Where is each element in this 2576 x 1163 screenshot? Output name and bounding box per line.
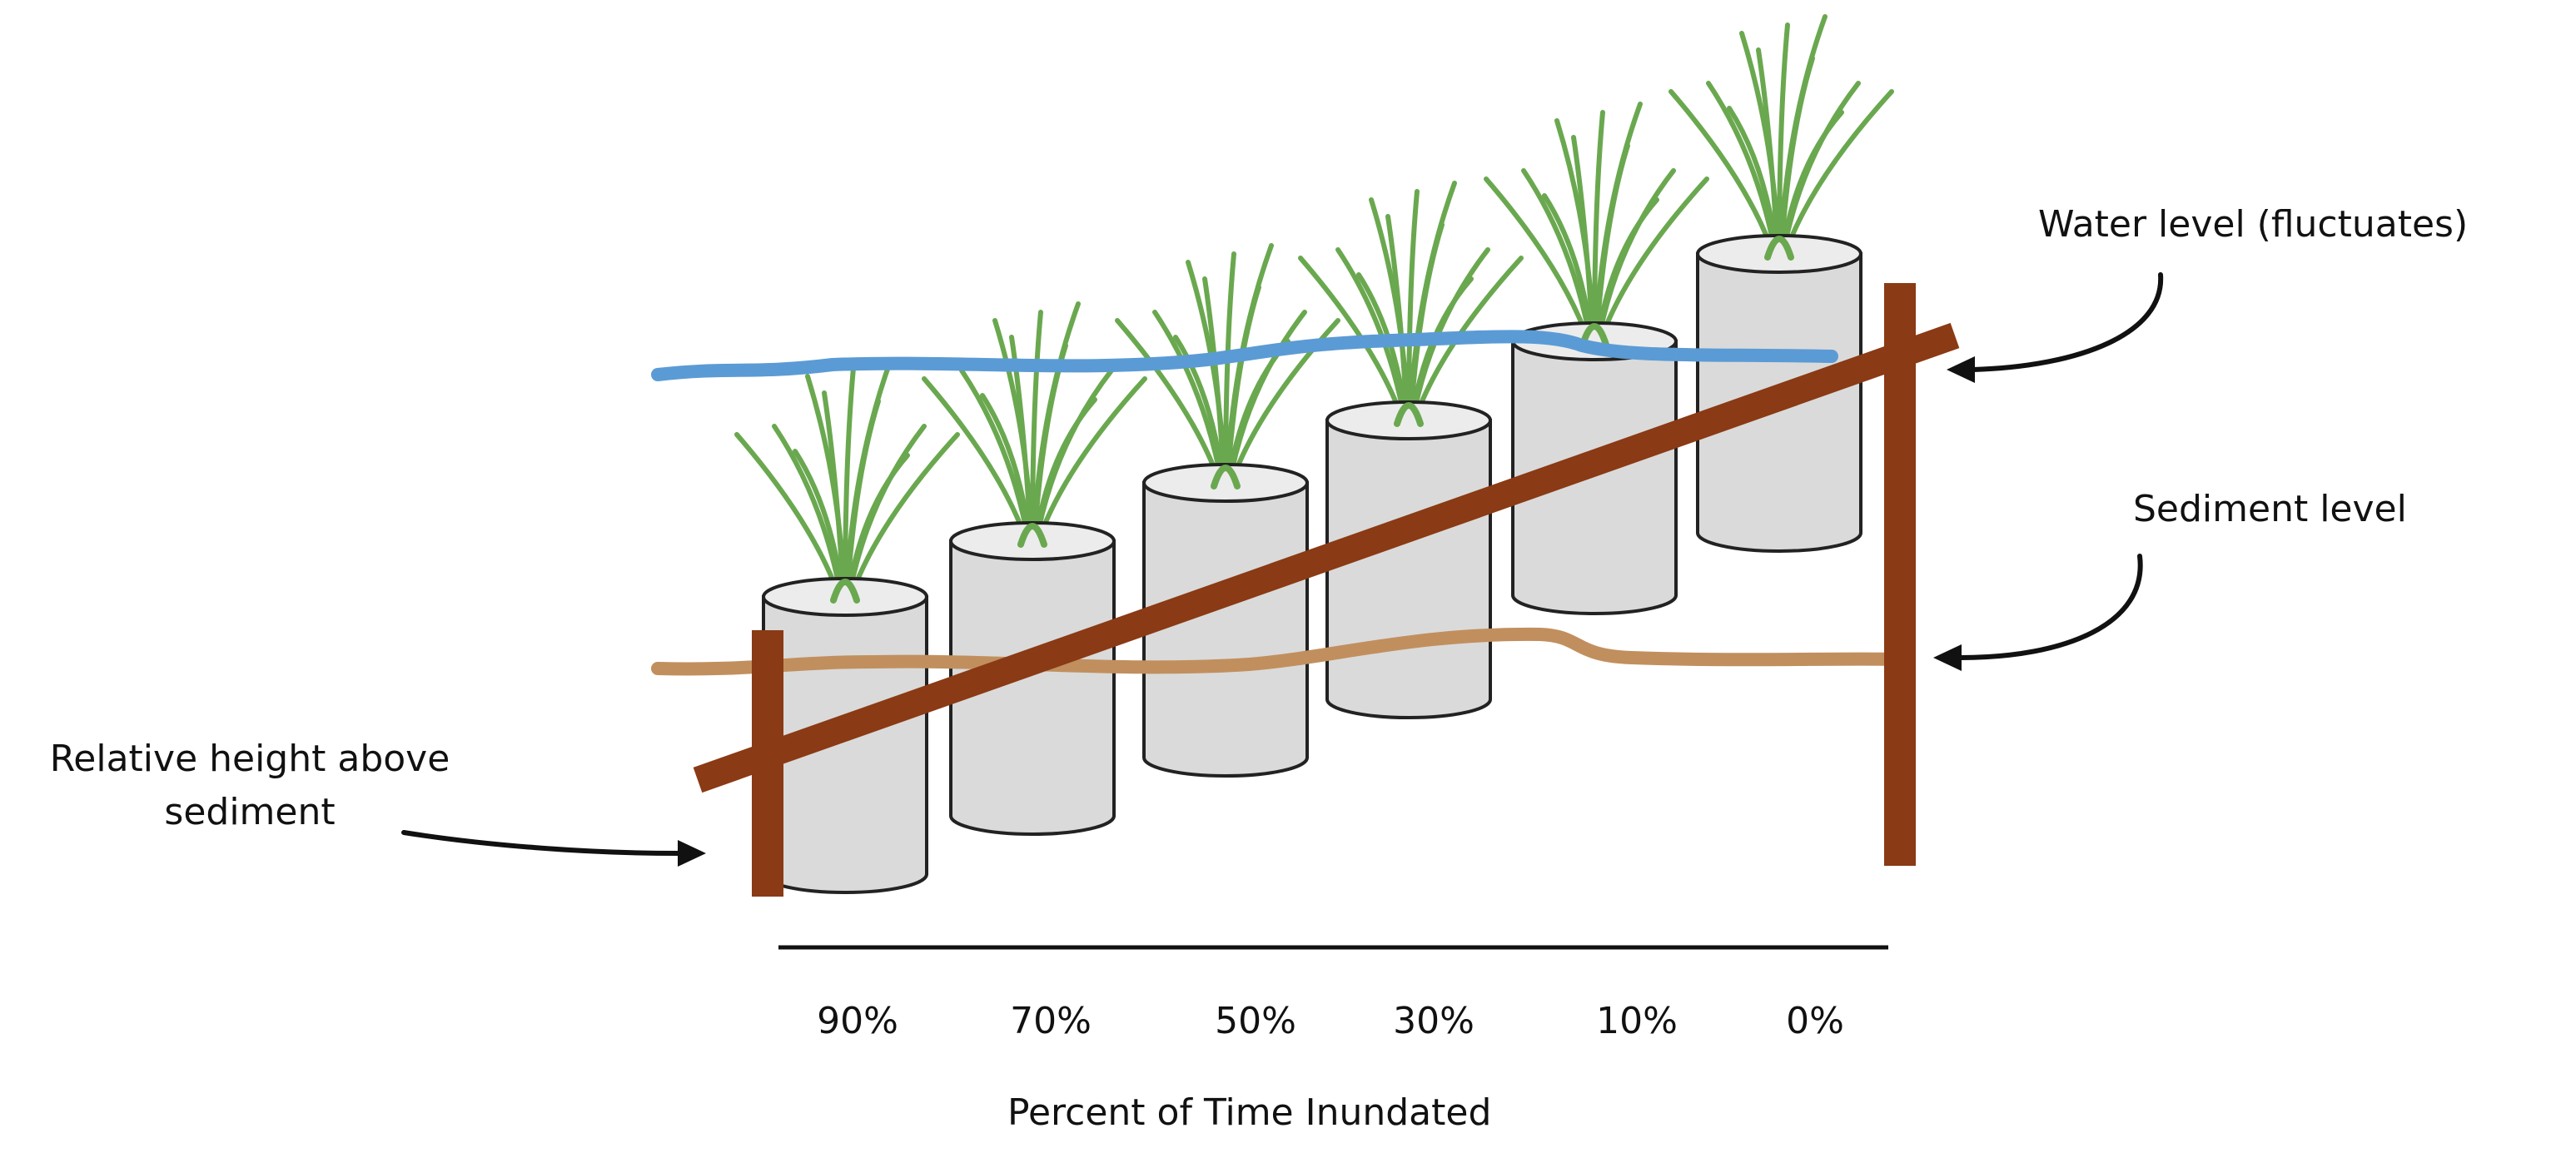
- level-lines-group: [651, 283, 1960, 897]
- relative-height-bar: [693, 322, 1960, 793]
- grass-base: [1017, 523, 1047, 548]
- cylinder-0%: [1668, 14, 1894, 553]
- x-tick-label: 30%: [1393, 1000, 1474, 1042]
- cylinder-50%: [1115, 243, 1340, 778]
- arrow-head: [1947, 356, 1975, 383]
- grass-blade: [1369, 197, 1411, 427]
- grass-blade: [1739, 31, 1782, 261]
- grass-blade: [1706, 81, 1779, 261]
- grass-blade: [805, 374, 848, 604]
- x-axis-title: Percent of Time Inundated: [1007, 1091, 1492, 1134]
- grass-blade: [1031, 301, 1081, 548]
- sediment-level-label: Sediment level: [2133, 488, 2407, 530]
- arrow-head: [1933, 644, 1962, 671]
- grass-base: [1211, 465, 1241, 490]
- cylinders-group: [734, 14, 1894, 894]
- grass-blade: [1335, 247, 1409, 427]
- grass-blade: [992, 318, 1035, 548]
- grass-tuft-icon: [922, 301, 1147, 548]
- cylinder-body: [1325, 419, 1492, 719]
- grass-tuft-icon: [1298, 181, 1524, 427]
- grass-blade: [772, 424, 845, 604]
- cylinder-10%: [1484, 102, 1709, 615]
- water-level-arrow-icon: [1947, 272, 2164, 383]
- arrow-shaft: [1958, 554, 2143, 660]
- grass-base: [1394, 402, 1424, 427]
- cylinder-body: [949, 539, 1116, 836]
- cylinder-body: [1142, 481, 1309, 778]
- grass-blade: [959, 368, 1032, 548]
- grass-blade: [1152, 310, 1226, 490]
- relative-height-label: Relative height above sediment: [0, 733, 500, 839]
- grass-blade: [843, 365, 856, 604]
- grass-base: [830, 579, 860, 604]
- grass-blade: [1554, 118, 1597, 348]
- grass-base: [1764, 236, 1794, 261]
- x-tick-label: 10%: [1596, 1000, 1678, 1042]
- grass-blade: [1592, 110, 1605, 348]
- sediment-level-line: [651, 627, 1909, 676]
- cylinder-90%: [734, 357, 960, 894]
- arrow-shaft: [1971, 272, 2164, 372]
- x-tick-label: 50%: [1215, 1000, 1296, 1042]
- water-level-label: Water level (fluctuates): [2038, 203, 2469, 246]
- grass-blade: [1186, 260, 1228, 490]
- x-tick-label: 90%: [817, 1000, 898, 1042]
- x-tick-label: 0%: [1786, 1000, 1844, 1042]
- grass-blade: [1030, 310, 1043, 548]
- arrows-group: [401, 272, 2164, 867]
- grass-blade: [1593, 102, 1643, 348]
- grass-tuft-icon: [1484, 102, 1709, 348]
- relative-height-label-line1: Relative height above: [49, 738, 450, 780]
- grass-blade: [1521, 168, 1594, 348]
- grass-blade: [1778, 14, 1828, 261]
- arrow-shaft: [401, 830, 681, 856]
- grass-tuft-icon: [1115, 243, 1340, 490]
- x-tick-label: 70%: [1010, 1000, 1092, 1042]
- grass-blade: [1407, 181, 1457, 427]
- grass-blade: [1406, 189, 1420, 427]
- water-level-line: [651, 330, 1838, 381]
- relative-height-label-line2: sediment: [164, 790, 336, 833]
- sediment-level-arrow-icon: [1933, 554, 2143, 671]
- grass-blade: [1777, 22, 1790, 261]
- cylinder-70%: [922, 301, 1147, 836]
- cylinder-body: [1511, 340, 1678, 615]
- relative-height-arrow-icon: [401, 830, 706, 867]
- grass-tuft-icon: [1668, 14, 1894, 261]
- right-stake: [1884, 283, 1916, 866]
- grass-tuft-icon: [734, 357, 960, 604]
- grass-blade: [843, 357, 893, 604]
- grass-base: [1579, 323, 1609, 348]
- arrow-head: [678, 840, 706, 867]
